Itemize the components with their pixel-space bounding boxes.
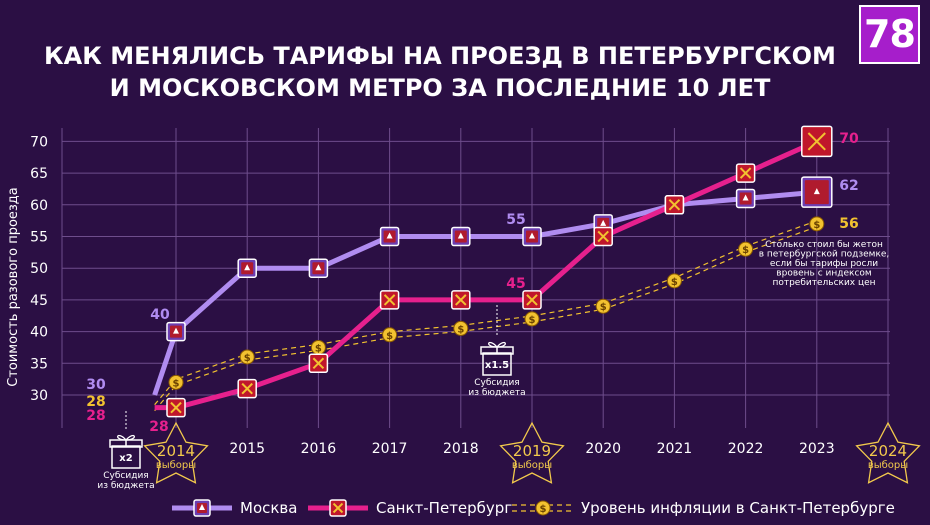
election-year-label: 2024 [869, 442, 907, 460]
inflation-point: $ [310, 339, 326, 355]
inflation-point: $ [738, 241, 754, 257]
inflation-note: Столько стоил бы жетон в петербургской по… [759, 240, 890, 288]
data-label: 28 [86, 394, 105, 410]
spb-point [735, 163, 756, 183]
x-tick-label: 2015 [229, 441, 265, 457]
legend-moscow-label: Москва [240, 499, 297, 517]
legend-spb-label: Санкт-Петербург [376, 499, 512, 517]
spb-point [379, 290, 400, 310]
x-tick-label: 2022 [728, 441, 764, 457]
svg-text:$: $ [813, 220, 820, 231]
data-label: 62 [839, 178, 858, 194]
y-tick-label: 45 [30, 293, 48, 309]
inflation-point: $ [809, 216, 825, 232]
y-tick-label: 50 [30, 261, 48, 277]
data-label: 30 [86, 377, 106, 393]
svg-text:$: $ [671, 277, 678, 288]
spb-point [237, 378, 257, 399]
x-tick-label: 2020 [585, 441, 621, 457]
y-axis-label: Стоимость разового проезда [6, 187, 21, 387]
moscow-point [308, 258, 329, 278]
y-tick-label: 55 [30, 230, 48, 246]
legend-spb-icon [329, 499, 347, 517]
legend-inflation-label: Уровень инфляции в Санкт-Петербурге [581, 499, 895, 517]
legend-moscow-icon [193, 499, 211, 517]
y-tick-label: 70 [30, 134, 48, 150]
svg-text:$: $ [540, 504, 547, 515]
gift-icon: x2 [109, 434, 143, 469]
election-label: выборы [868, 460, 908, 471]
spb-point [664, 195, 685, 215]
y-tick-label: 65 [30, 166, 48, 182]
svg-text:$: $ [457, 324, 464, 335]
legend-inflation-icon: $ [535, 500, 551, 516]
y-tick-label: 40 [30, 325, 48, 341]
moscow-point [522, 226, 542, 247]
spb-point [166, 397, 186, 418]
election-label: выборы [156, 460, 196, 471]
svg-text:x1.5: x1.5 [485, 360, 509, 371]
moscow-point [379, 226, 400, 247]
inflation-point: $ [168, 374, 184, 390]
moscow-point [735, 188, 756, 209]
channel-78-logo: 78 [859, 5, 920, 64]
election-year-label: 2014 [157, 442, 195, 460]
x-tick-label: 2018 [443, 441, 479, 457]
x-tick-label: 2016 [301, 441, 337, 457]
svg-text:$: $ [173, 378, 180, 389]
y-tick-label: 35 [30, 356, 48, 372]
y-tick-label: 30 [30, 388, 48, 404]
svg-text:x2: x2 [119, 453, 132, 464]
title-line-1: КАК МЕНЯЛИСЬ ТАРИФЫ НА ПРОЕЗД В ПЕТЕРБУР… [44, 42, 836, 70]
data-label: 28 [86, 408, 105, 424]
election-star [143, 421, 209, 484]
data-label: 55 [506, 212, 525, 228]
svg-text:$: $ [244, 353, 251, 364]
spb-point [801, 125, 833, 158]
moscow-point [801, 176, 833, 208]
svg-text:$: $ [315, 343, 322, 354]
moscow-point [451, 226, 471, 247]
y-tick-label: 60 [30, 198, 48, 214]
svg-text:$: $ [742, 245, 749, 256]
data-label: 28 [149, 419, 168, 435]
x-tick-label: 2023 [799, 441, 835, 457]
svg-text:$: $ [600, 302, 607, 313]
subsidy-caption: Субсидия из бюджета [97, 471, 154, 491]
svg-text:$: $ [386, 331, 393, 342]
spb-point [522, 290, 542, 310]
inflation-point: $ [382, 327, 398, 343]
title-line-2: И МОСКОВСКОМ МЕТРО ЗА ПОСЛЕДНИЕ 10 ЛЕТ [110, 74, 771, 102]
spb-point [451, 290, 471, 310]
inflation-point: $ [453, 320, 469, 336]
inflation-point: $ [666, 273, 682, 289]
data-label: 70 [839, 131, 859, 147]
data-label: 45 [506, 276, 525, 292]
moscow-point [166, 321, 186, 342]
data-label: 40 [150, 307, 170, 323]
election-label: выборы [512, 460, 552, 471]
subsidy-caption: Субсидия из бюджета [468, 378, 525, 398]
inflation-point: $ [239, 349, 255, 365]
election-star [499, 421, 565, 484]
svg-text:$: $ [529, 315, 536, 326]
spb-point [593, 226, 613, 247]
election-year-label: 2019 [513, 442, 551, 460]
spb-point [308, 353, 329, 374]
moscow-point [237, 258, 257, 278]
gift-icon: x1.5 [480, 341, 514, 376]
x-tick-label: 2021 [657, 441, 693, 457]
data-label: 56 [839, 216, 858, 232]
x-tick-label: 2017 [372, 441, 408, 457]
election-star [855, 421, 921, 484]
inflation-point: $ [524, 311, 540, 327]
inflation-point: $ [595, 298, 611, 314]
